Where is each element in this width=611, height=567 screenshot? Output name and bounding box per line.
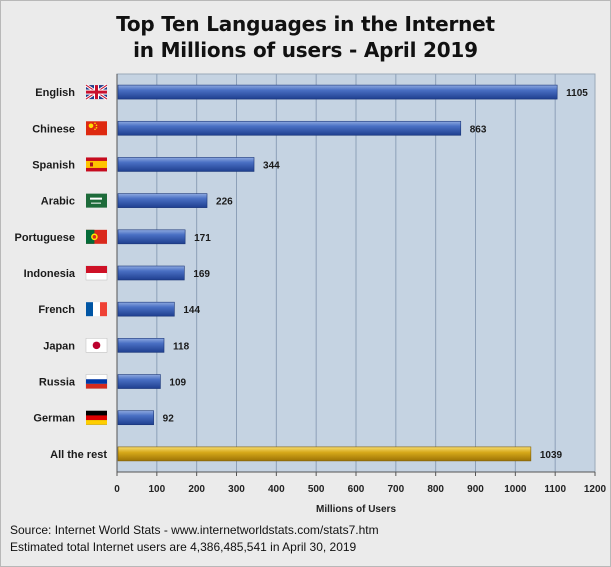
category-label: German — [33, 413, 75, 425]
total-users-note: Estimated total Internet users are 4,386… — [10, 540, 357, 554]
category-label: Indonesia — [24, 268, 76, 280]
flag-emblem — [90, 162, 93, 167]
category-label: French — [38, 304, 75, 316]
x-axis-label: Millions of Users — [316, 504, 396, 515]
x-tick-label: 1100 — [544, 484, 566, 495]
bar-chart: 0 100 200 300 400 500 600 700 800 900 1000 1100 1200… — [14, 73, 607, 515]
bar — [117, 84, 558, 100]
category-label: Arabic — [41, 196, 75, 208]
flag-star — [94, 122, 96, 125]
x-tick-label: 800 — [427, 484, 444, 495]
bar — [117, 265, 185, 281]
saudi-arabia-flag-icon — [86, 193, 107, 208]
x-tick-label: 100 — [148, 484, 165, 495]
chart-title: Top Ten Languages in the Internet — [116, 12, 495, 36]
data-label: 1105 — [566, 88, 588, 99]
flag-sun — [92, 341, 101, 350]
category-label: English — [35, 87, 75, 99]
category-label: Japan — [43, 340, 75, 352]
flag-star — [95, 126, 98, 129]
bar — [117, 446, 532, 462]
data-label: 169 — [193, 269, 210, 280]
category-label: All the rest — [50, 449, 107, 461]
data-label: 226 — [216, 197, 233, 208]
chart-subtitle: in Millions of users - April 2019 — [133, 38, 478, 62]
data-label: 118 — [173, 341, 190, 352]
flag-stripe — [86, 229, 95, 244]
data-label: 171 — [194, 233, 211, 244]
flag-stripe — [86, 302, 93, 317]
bar — [117, 193, 208, 208]
source-line: Source: Internet World Stats - www.inter… — [10, 523, 379, 537]
data-label: 344 — [263, 160, 280, 171]
data-label: 109 — [169, 378, 186, 389]
category-label: Russia — [39, 377, 76, 389]
x-tick-label: 700 — [387, 484, 404, 495]
x-tick-label: 400 — [268, 484, 285, 495]
flag-stripe — [86, 160, 107, 168]
bar — [117, 229, 186, 245]
bar — [117, 120, 462, 136]
flag-stripe — [86, 266, 107, 273]
x-tick-label: 1000 — [504, 484, 527, 495]
flag-star — [94, 128, 96, 131]
x-tick-label: 600 — [348, 484, 365, 495]
bar — [117, 374, 161, 389]
flag-stripe — [86, 379, 107, 384]
x-tick-label: 300 — [228, 484, 245, 495]
data-label: 144 — [183, 305, 200, 316]
data-label: 92 — [163, 414, 175, 425]
flag-sword — [91, 202, 101, 204]
x-tick-label: 1200 — [584, 484, 607, 495]
x-tick-label: 500 — [308, 484, 325, 495]
bar — [117, 157, 255, 172]
flag-stripe — [86, 383, 107, 389]
flag-star — [88, 123, 94, 129]
x-tick-label: 900 — [467, 484, 484, 495]
flag-stripe — [86, 420, 107, 425]
bar — [117, 338, 165, 353]
category-label: Portuguese — [14, 232, 75, 244]
category-label: Spanish — [32, 159, 75, 171]
bar — [117, 410, 154, 426]
flag-script — [90, 197, 102, 200]
data-label: 1039 — [540, 450, 563, 461]
flag-emblem — [92, 235, 97, 239]
flag-stripe — [86, 90, 107, 94]
category-label: Chinese — [32, 123, 75, 135]
x-tick-label: 0 — [114, 484, 120, 495]
flag-stripe — [100, 302, 107, 317]
data-label: 863 — [470, 124, 487, 135]
bar — [117, 301, 175, 317]
x-tick-label: 200 — [188, 484, 205, 495]
flag-stripe — [86, 415, 107, 421]
flag-star — [95, 124, 98, 127]
